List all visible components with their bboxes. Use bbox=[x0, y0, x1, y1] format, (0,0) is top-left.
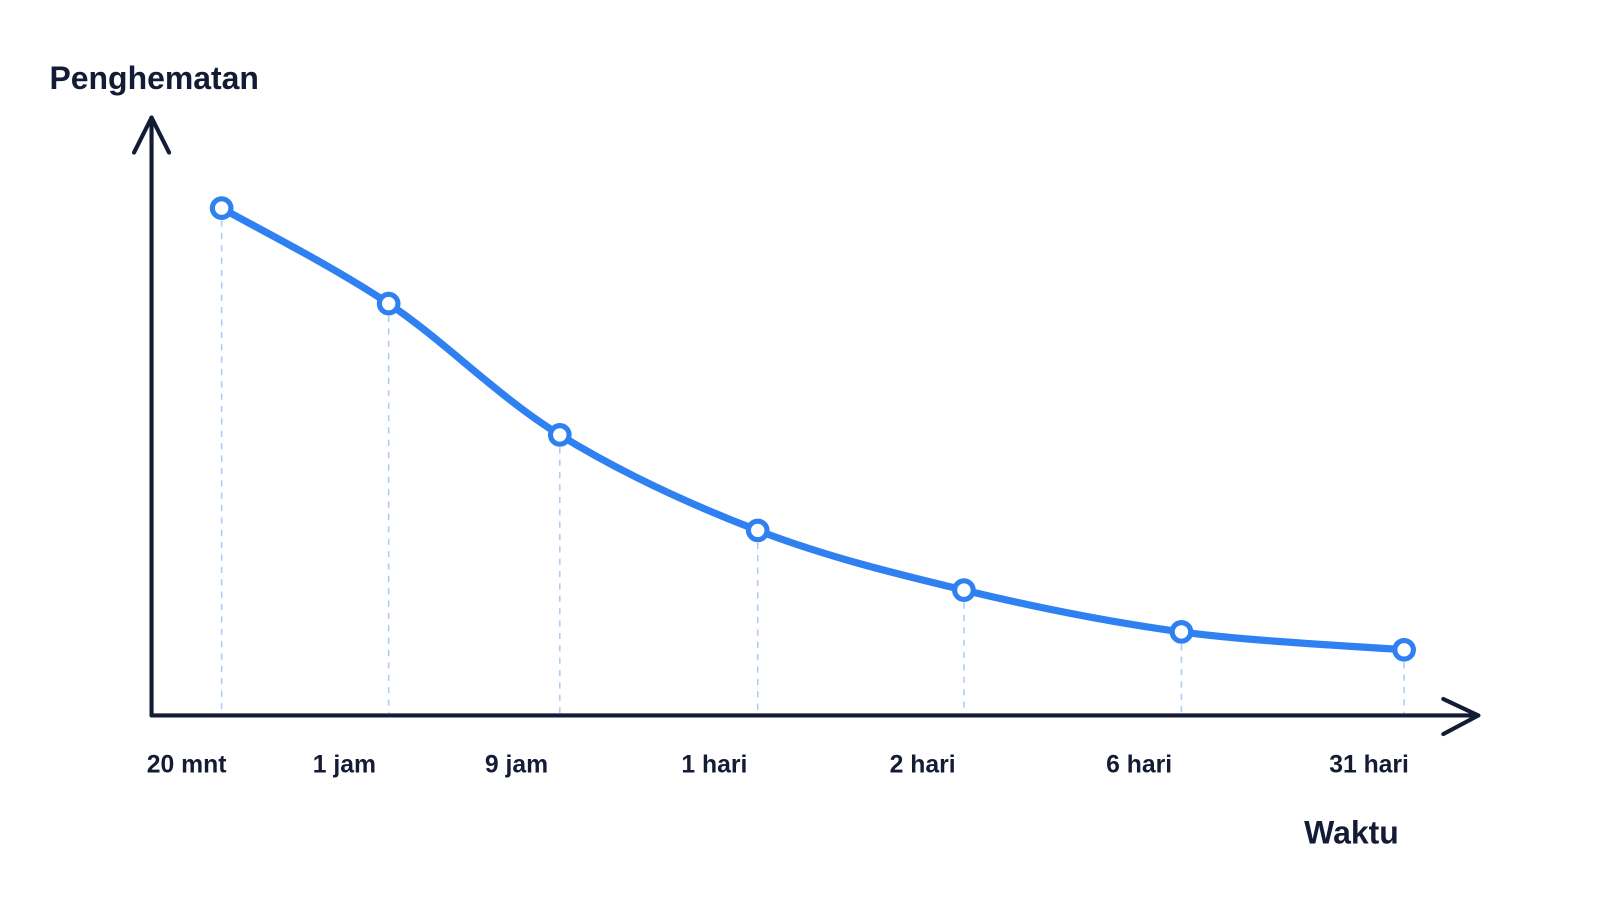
x-tick-label: 2 hari bbox=[890, 752, 956, 779]
x-tick-label: 1 hari bbox=[681, 752, 747, 779]
x-tick-label: 9 jam bbox=[485, 752, 548, 779]
axes bbox=[131, 115, 1481, 737]
point bbox=[952, 578, 976, 602]
x-tick-label: 1 jam bbox=[313, 752, 376, 779]
y-axis-arrow bbox=[131, 115, 172, 155]
point bbox=[1169, 620, 1194, 644]
x-axis-title: Waktu bbox=[1304, 814, 1399, 850]
x-tick-label: 20 mnt bbox=[147, 752, 227, 779]
point bbox=[745, 518, 770, 543]
x-axis-arrow bbox=[1441, 696, 1481, 737]
point bbox=[209, 196, 234, 220]
y-axis-title: Penghematan bbox=[49, 60, 258, 96]
x-tick-label: 31 hari bbox=[1329, 752, 1409, 779]
line bbox=[218, 204, 1408, 654]
point bbox=[376, 291, 401, 316]
x-tick-label: 6 hari bbox=[1106, 752, 1172, 779]
point bbox=[547, 423, 572, 447]
point bbox=[1392, 637, 1416, 662]
